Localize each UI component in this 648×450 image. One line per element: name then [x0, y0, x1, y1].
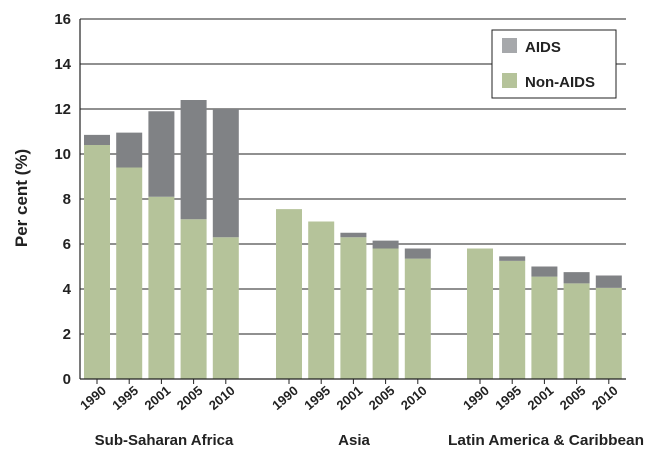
group-label: Asia	[338, 432, 370, 449]
y-tick-label: 16	[54, 11, 71, 28]
bar-non-aids	[308, 221, 335, 379]
legend-label-aids: AIDS	[525, 39, 561, 56]
bar-non-aids	[276, 209, 302, 379]
axes	[79, 19, 626, 384]
legend-swatch-aids	[502, 38, 517, 53]
x-tick-label: 2010	[206, 383, 238, 413]
bar-non-aids	[563, 283, 590, 379]
x-tick-labels: 1990 1995 2001 2005 2010 1990 1995 2001 2005 2010…	[77, 383, 621, 413]
bar-aids	[372, 240, 399, 249]
bar-non-aids	[84, 145, 110, 379]
bar-aids	[84, 134, 110, 145]
x-tick-label: 2005	[174, 383, 206, 413]
y-tick-label: 14	[54, 56, 71, 73]
bar-non-aids	[180, 219, 207, 379]
legend-label-non-aids: Non-AIDS	[525, 74, 595, 91]
y-tick-label: 2	[63, 326, 71, 343]
y-tick-label: 10	[54, 146, 71, 163]
bar-aids	[499, 256, 526, 261]
bar-non-aids	[212, 237, 239, 379]
y-tick-label: 0	[63, 371, 71, 388]
bar-non-aids	[148, 196, 175, 379]
x-tick-label: 1995	[301, 383, 333, 413]
x-tick-label: 1990	[269, 383, 301, 413]
bar-non-aids	[467, 248, 493, 379]
bar-non-aids	[116, 167, 143, 379]
x-tick-label: 2005	[366, 383, 398, 413]
bar-non-aids	[531, 276, 558, 379]
bar-aids	[531, 266, 558, 277]
y-tick-label: 12	[54, 101, 71, 118]
x-tick-label: 1995	[492, 383, 524, 413]
x-tick-label: 2001	[334, 383, 366, 413]
x-tick-label: 1995	[109, 383, 141, 413]
bar-aids	[404, 248, 431, 259]
x-tick-label: 2005	[557, 383, 589, 413]
bar-aids	[563, 272, 590, 284]
bar-non-aids	[340, 237, 367, 379]
legend: AIDS Non-AIDS	[491, 29, 617, 99]
group-label: Latin America & Caribbean	[448, 432, 644, 449]
bar-non-aids	[404, 258, 431, 379]
bar-non-aids	[372, 248, 399, 379]
group-label: Sub-Saharan Africa	[95, 432, 234, 449]
x-tick-label: 1990	[77, 383, 109, 413]
x-tick-label: 2001	[525, 383, 557, 413]
bar-aids	[340, 232, 367, 238]
x-tick-label: 2010	[398, 383, 430, 413]
y-tick-label: 6	[63, 236, 71, 253]
x-tick-label: 1990	[460, 383, 492, 413]
bar-aids	[148, 111, 175, 197]
y-tick-labels: 0 2 4 6 8 10 12 14 16	[54, 11, 71, 388]
bar-non-aids	[499, 260, 526, 379]
bar-aids	[212, 109, 239, 238]
bar-aids	[595, 275, 622, 288]
legend-swatch-non-aids	[502, 73, 517, 88]
bar-aids	[180, 100, 207, 220]
x-tick-label: 2001	[142, 383, 174, 413]
y-axis-title: Per cent (%)	[12, 149, 31, 247]
bars	[84, 100, 622, 379]
group-labels: Sub-Saharan Africa Asia Latin America & Ca…	[95, 432, 644, 449]
y-tick-label: 8	[63, 191, 71, 208]
y-tick-label: 4	[63, 281, 72, 298]
bar-non-aids	[595, 287, 622, 379]
x-tick-label: 2010	[589, 383, 621, 413]
bar-aids	[116, 132, 143, 168]
